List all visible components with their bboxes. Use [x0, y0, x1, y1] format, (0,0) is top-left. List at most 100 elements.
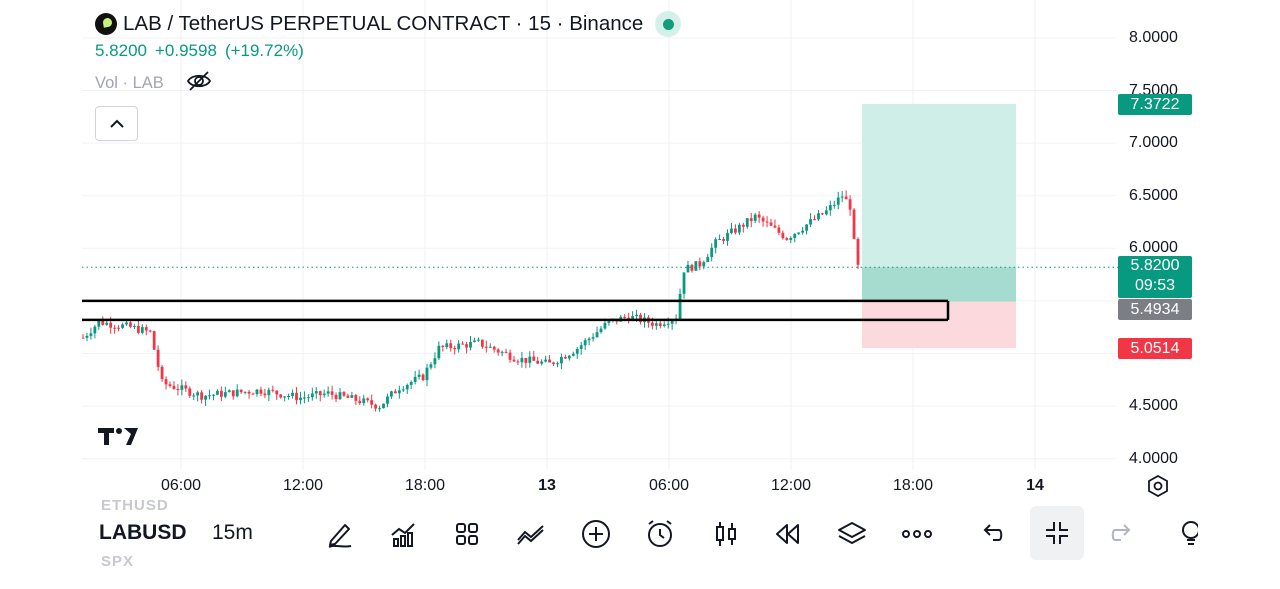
- candle-body: [722, 239, 725, 241]
- candle-body: [726, 232, 729, 241]
- entry-price-tag: 5.4934: [1118, 299, 1192, 320]
- candle-body: [457, 343, 461, 350]
- tradingview-logo[interactable]: [98, 426, 140, 451]
- candle-body: [176, 388, 180, 390]
- interval-selector[interactable]: 15m: [212, 521, 253, 544]
- candle-body: [378, 408, 381, 410]
- candle-body: [259, 389, 263, 394]
- redo-icon[interactable]: [1102, 514, 1142, 554]
- candle-body: [512, 359, 516, 362]
- candle-body: [168, 384, 172, 386]
- time-tick-label: 12:00: [282, 477, 324, 494]
- layers-icon[interactable]: [832, 514, 872, 554]
- candle-body: [295, 392, 298, 401]
- candle-body: [599, 328, 603, 333]
- candle-body: [639, 314, 642, 323]
- candle-body: [484, 346, 488, 348]
- candle-body: [773, 225, 777, 228]
- open-pnl-zone: [862, 267, 1016, 302]
- candle-body: [144, 327, 148, 331]
- position-zones[interactable]: [862, 103, 1016, 349]
- price-tick-label: 4.0000: [1129, 449, 1178, 467]
- alert-icon[interactable]: [640, 514, 680, 554]
- candle-body: [148, 330, 152, 332]
- candle-body: [563, 356, 567, 359]
- candle-body: [212, 394, 215, 396]
- collapse-icon[interactable]: [1030, 506, 1084, 560]
- replay-icon[interactable]: [768, 514, 808, 554]
- candle-body: [852, 209, 856, 239]
- candle-body: [524, 357, 528, 363]
- target-price-tag: 7.3722: [1118, 94, 1192, 115]
- time-tick-label: 18:00: [404, 477, 446, 494]
- candle-body: [761, 217, 765, 222]
- undo-icon[interactable]: [972, 514, 1012, 554]
- candle-body: [469, 341, 472, 348]
- time-tick-label: 14: [1026, 477, 1044, 494]
- candle-body: [777, 227, 781, 233]
- candle-body: [140, 327, 144, 333]
- candle-body: [556, 363, 559, 365]
- candle-body: [303, 397, 306, 399]
- candle-body: [243, 391, 247, 393]
- candle-body: [160, 366, 164, 380]
- candle-body: [267, 389, 271, 396]
- compare-icon[interactable]: [511, 514, 551, 554]
- candle-body: [133, 325, 136, 327]
- candle-body: [350, 395, 354, 398]
- candle-body: [477, 339, 480, 341]
- candle-body: [848, 199, 852, 210]
- candle-body: [666, 323, 670, 325]
- symbol-selector[interactable]: LABUSD: [99, 521, 187, 544]
- candle-body: [338, 392, 342, 400]
- price-tick-label: 8.0000: [1129, 28, 1178, 46]
- chart-type-icon[interactable]: [706, 514, 746, 554]
- candle-body: [544, 359, 548, 362]
- candle-body: [152, 331, 156, 350]
- candle-body: [571, 353, 575, 356]
- more-icon[interactable]: [897, 514, 937, 554]
- candle-body: [785, 238, 789, 240]
- collapse-legend-button[interactable]: [95, 106, 138, 141]
- symbol-title[interactable]: LAB / TetherUS PERPETUAL CONTRACT · 15 ·…: [123, 12, 644, 35]
- settings-icon[interactable]: [1147, 474, 1169, 502]
- candle-body: [548, 359, 551, 363]
- templates-icon[interactable]: [447, 514, 487, 554]
- last-price-tag: 5.8200 09:53: [1118, 256, 1192, 298]
- candle-body: [631, 316, 635, 321]
- time-tick-label: 06:00: [160, 477, 202, 494]
- candle-body: [718, 239, 722, 241]
- eye-off-icon[interactable]: [186, 70, 212, 97]
- price-change: +0.9598: [155, 41, 217, 60]
- stop-zone: [862, 301, 1016, 349]
- candle-body: [390, 391, 393, 397]
- candle-body: [208, 395, 211, 397]
- indicators-icon[interactable]: [383, 514, 423, 554]
- candle-body: [223, 392, 227, 397]
- candle-body: [821, 213, 824, 215]
- price-tick-label: 6.0000: [1129, 239, 1178, 257]
- candle-body: [93, 326, 97, 334]
- candle-body: [678, 293, 682, 319]
- ideas-icon[interactable]: [1160, 514, 1198, 554]
- candle-body: [670, 320, 674, 324]
- candle-body: [374, 404, 378, 409]
- candle-body: [382, 403, 385, 409]
- price-chart[interactable]: [82, 0, 1198, 505]
- chart-overlays: [82, 266, 1120, 322]
- add-icon[interactable]: [576, 514, 616, 554]
- chart-area[interactable]: [82, 0, 1198, 505]
- candle-body: [496, 349, 500, 353]
- draw-icon[interactable]: [320, 514, 360, 554]
- candle-body: [287, 395, 291, 397]
- candle-body: [409, 381, 413, 385]
- candle-body: [310, 393, 314, 398]
- candle-body: [362, 398, 366, 404]
- candle-body: [121, 324, 124, 328]
- volume-label[interactable]: Vol · LAB: [95, 73, 164, 92]
- candle-body: [520, 357, 524, 363]
- candle-body: [698, 261, 702, 267]
- market-status-icon[interactable]: [655, 11, 682, 37]
- candle-body: [686, 264, 690, 273]
- candle-body: [196, 392, 200, 396]
